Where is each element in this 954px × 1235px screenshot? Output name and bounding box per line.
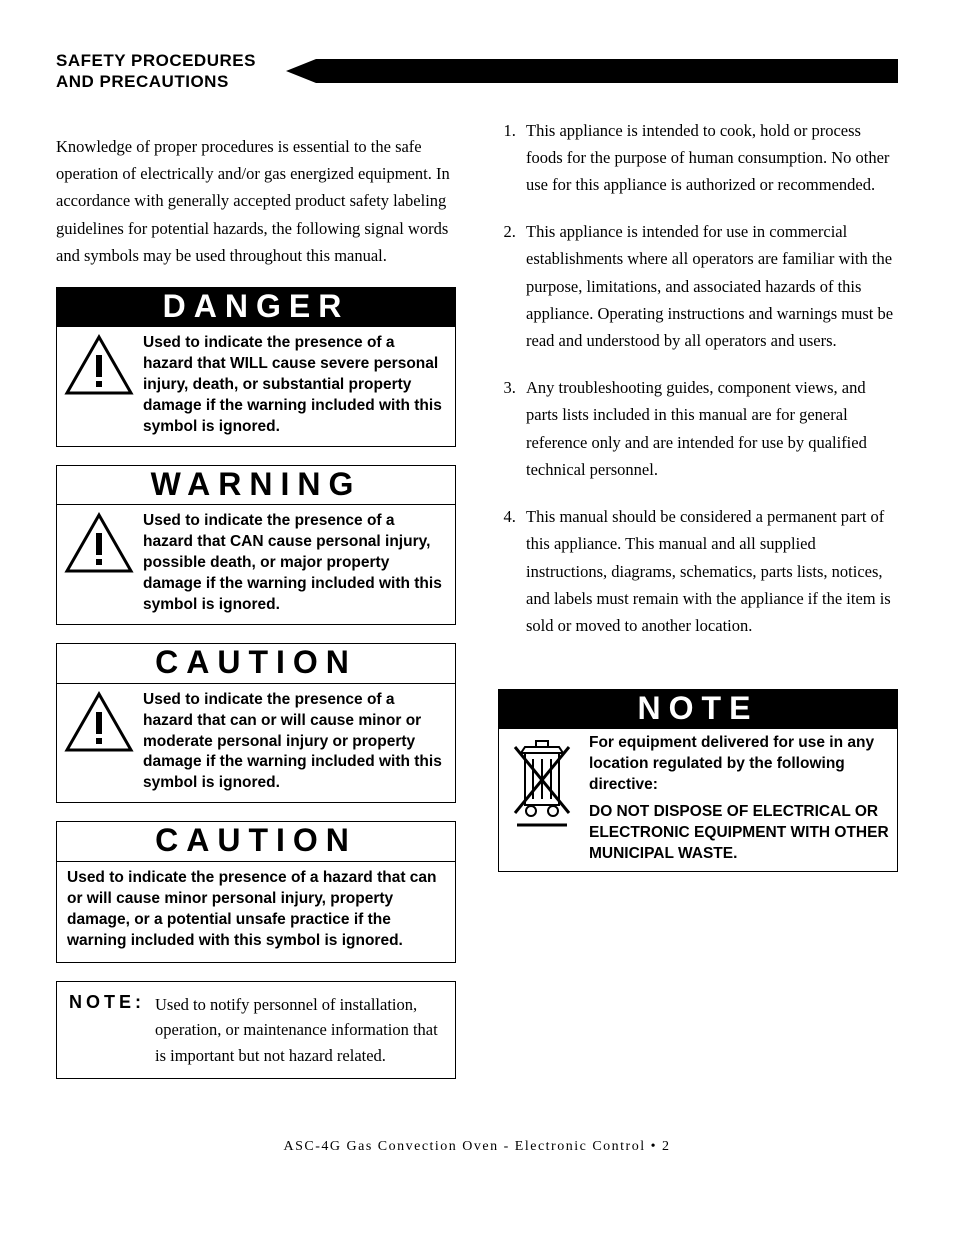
title-line-2: AND PRECAUTIONS bbox=[56, 72, 229, 91]
warning-triangle-icon bbox=[63, 333, 135, 397]
note-right-p2: DO NOT DISPOSE OF ELECTRICAL OR ELECTRON… bbox=[589, 802, 889, 865]
section-header: SAFETY PROCEDURES AND PRECAUTIONS bbox=[56, 50, 898, 93]
note-label: NOTE: bbox=[69, 992, 145, 1069]
no-bin-icon bbox=[503, 733, 581, 833]
caution-box-1: CAUTION Used to indicate the presence of… bbox=[56, 643, 456, 803]
warning-box: WARNING Used to indicate the presence of… bbox=[56, 465, 456, 625]
title-line-1: SAFETY PROCEDURES bbox=[56, 51, 256, 70]
warning-triangle-icon bbox=[63, 511, 135, 575]
caution-text-2: Used to indicate the presence of a hazar… bbox=[67, 868, 445, 952]
list-item: This appliance is intended for use in co… bbox=[520, 218, 898, 354]
intro-paragraph: Knowledge of proper procedures is essent… bbox=[56, 133, 456, 269]
note-text-left: Used to notify personnel of installation… bbox=[155, 992, 443, 1069]
section-title: SAFETY PROCEDURES AND PRECAUTIONS bbox=[56, 50, 256, 93]
caution-box-2: CAUTION Used to indicate the presence of… bbox=[56, 821, 456, 962]
danger-text: Used to indicate the presence of a hazar… bbox=[143, 333, 447, 438]
list-item: This manual should be considered a perma… bbox=[520, 503, 898, 639]
warning-header: WARNING bbox=[57, 466, 455, 506]
list-item: Any troubleshooting guides, component vi… bbox=[520, 374, 898, 483]
note-box-left: NOTE: Used to notify personnel of instal… bbox=[56, 981, 456, 1080]
two-column-layout: Knowledge of proper procedures is essent… bbox=[56, 117, 898, 1080]
right-column: This appliance is intended to cook, hold… bbox=[498, 117, 898, 1080]
caution-text-1: Used to indicate the presence of a hazar… bbox=[143, 690, 447, 795]
numbered-list: This appliance is intended to cook, hold… bbox=[498, 117, 898, 640]
note-right-p1: For equipment delivered for use in any l… bbox=[589, 733, 889, 796]
caution-header-1: CAUTION bbox=[57, 644, 455, 684]
page-footer: ASC-4G Gas Convection Oven - Electronic … bbox=[56, 1139, 898, 1155]
note-right-header: NOTE bbox=[499, 690, 897, 729]
note-box-right: NOTE For equipment delivered for us bbox=[498, 689, 898, 871]
caution-header-2: CAUTION bbox=[57, 822, 455, 862]
warning-triangle-icon bbox=[63, 690, 135, 754]
warning-text: Used to indicate the presence of a hazar… bbox=[143, 511, 447, 616]
note-right-text: For equipment delivered for use in any l… bbox=[589, 733, 889, 865]
danger-box: DANGER Used to indicate the presence of … bbox=[56, 287, 456, 446]
list-item: This appliance is intended to cook, hold… bbox=[520, 117, 898, 199]
left-column: Knowledge of proper procedures is essent… bbox=[56, 117, 456, 1080]
header-bar bbox=[286, 59, 898, 83]
black-bar bbox=[316, 59, 898, 83]
pointer-icon bbox=[286, 59, 316, 83]
danger-header: DANGER bbox=[57, 288, 455, 327]
